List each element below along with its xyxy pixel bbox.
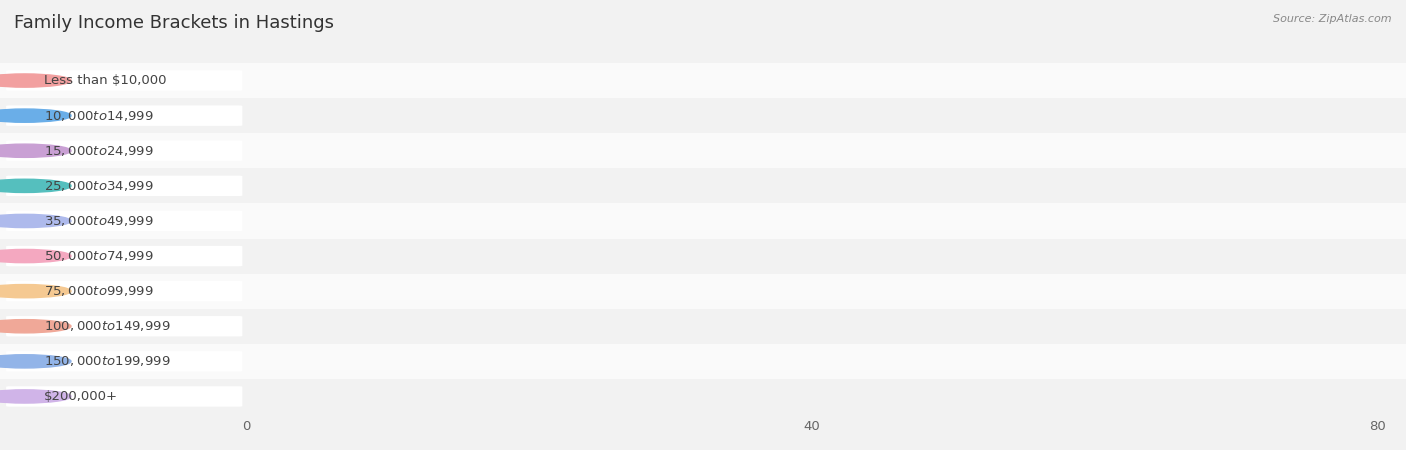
Bar	[0, 309, 1406, 344]
Text: 13: 13	[441, 215, 458, 227]
Circle shape	[426, 211, 434, 231]
Text: $15,000 to $24,999: $15,000 to $24,999	[45, 144, 155, 158]
Text: $10,000 to $14,999: $10,000 to $14,999	[45, 108, 155, 123]
Bar	[0, 344, 1406, 379]
Text: $75,000 to $99,999: $75,000 to $99,999	[45, 284, 155, 298]
Text: Family Income Brackets in Hastings: Family Income Brackets in Hastings	[14, 14, 335, 32]
Text: 0: 0	[266, 390, 274, 403]
Bar	[0, 238, 1406, 274]
Circle shape	[0, 74, 70, 87]
Text: 20: 20	[540, 320, 557, 333]
Text: $200,000+: $200,000+	[45, 390, 118, 403]
Circle shape	[794, 140, 801, 161]
Circle shape	[242, 246, 250, 266]
Text: 37: 37	[780, 180, 797, 192]
FancyBboxPatch shape	[6, 386, 242, 407]
Circle shape	[0, 214, 70, 228]
Bar	[0, 274, 1406, 309]
Bar	[246, 281, 783, 302]
Bar	[246, 246, 274, 266]
Circle shape	[242, 211, 250, 231]
Circle shape	[0, 109, 70, 122]
Circle shape	[1289, 105, 1298, 126]
FancyBboxPatch shape	[6, 351, 242, 372]
Text: 39: 39	[808, 144, 825, 157]
Circle shape	[242, 316, 250, 337]
Circle shape	[242, 281, 250, 302]
Circle shape	[0, 179, 70, 193]
Circle shape	[242, 386, 250, 407]
Circle shape	[250, 70, 259, 91]
Bar	[0, 98, 1406, 133]
FancyBboxPatch shape	[6, 316, 242, 337]
Bar	[246, 70, 254, 91]
Bar	[0, 168, 1406, 203]
Bar	[246, 386, 254, 407]
Circle shape	[270, 246, 278, 266]
Text: $25,000 to $34,999: $25,000 to $34,999	[45, 179, 155, 193]
FancyBboxPatch shape	[6, 176, 242, 196]
Text: 74: 74	[1264, 109, 1282, 122]
Circle shape	[242, 70, 250, 91]
Text: Source: ZipAtlas.com: Source: ZipAtlas.com	[1274, 14, 1392, 23]
FancyBboxPatch shape	[6, 246, 242, 266]
Text: 38: 38	[794, 285, 811, 297]
Bar	[246, 140, 797, 161]
FancyBboxPatch shape	[6, 70, 242, 91]
Circle shape	[426, 351, 434, 372]
Circle shape	[0, 390, 70, 403]
Text: 2: 2	[285, 250, 294, 262]
Circle shape	[242, 351, 250, 372]
Bar	[0, 63, 1406, 98]
Circle shape	[0, 355, 70, 368]
Circle shape	[765, 176, 773, 196]
Bar	[246, 105, 1294, 126]
Circle shape	[242, 140, 250, 161]
Bar	[246, 211, 430, 231]
Circle shape	[242, 176, 250, 196]
Circle shape	[524, 316, 533, 337]
Bar	[0, 203, 1406, 238]
Bar	[246, 316, 529, 337]
Text: 0: 0	[266, 74, 274, 87]
Circle shape	[0, 284, 70, 298]
Circle shape	[0, 249, 70, 263]
Text: 13: 13	[441, 355, 458, 368]
Circle shape	[250, 386, 259, 407]
Text: $35,000 to $49,999: $35,000 to $49,999	[45, 214, 155, 228]
Circle shape	[0, 320, 70, 333]
FancyBboxPatch shape	[6, 281, 242, 302]
FancyBboxPatch shape	[6, 211, 242, 231]
Circle shape	[0, 144, 70, 158]
Bar	[0, 133, 1406, 168]
Circle shape	[242, 105, 250, 126]
Bar	[246, 176, 769, 196]
Text: $50,000 to $74,999: $50,000 to $74,999	[45, 249, 155, 263]
Text: $100,000 to $149,999: $100,000 to $149,999	[45, 319, 170, 333]
FancyBboxPatch shape	[6, 140, 242, 161]
FancyBboxPatch shape	[6, 105, 242, 126]
Circle shape	[779, 281, 787, 302]
Text: $150,000 to $199,999: $150,000 to $199,999	[45, 354, 170, 369]
Bar	[246, 351, 430, 372]
Bar	[0, 379, 1406, 414]
Text: Less than $10,000: Less than $10,000	[45, 74, 167, 87]
